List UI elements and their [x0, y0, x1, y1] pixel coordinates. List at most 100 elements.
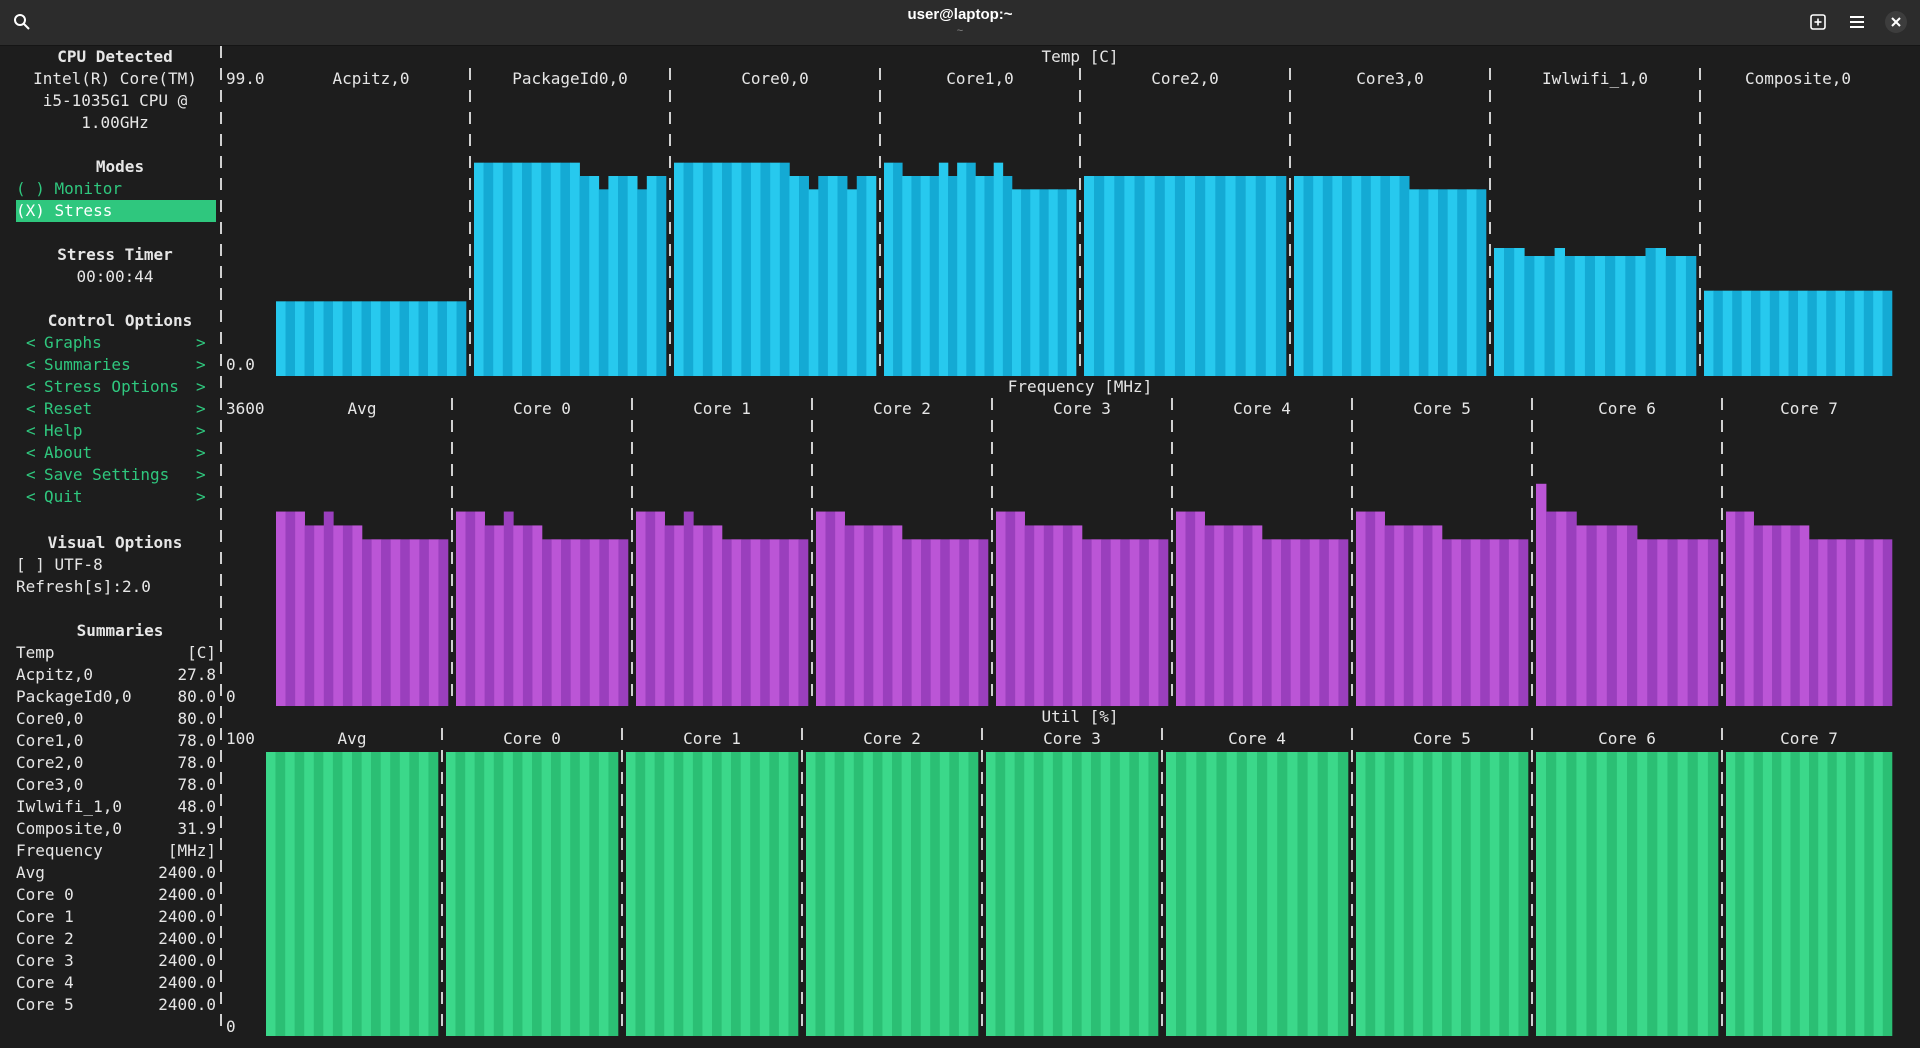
temp-bar	[627, 176, 638, 376]
util-bar	[1873, 752, 1884, 1036]
util-bar	[882, 752, 893, 1036]
temp-bar	[760, 162, 771, 376]
freq-bar	[1744, 511, 1754, 706]
utf8-checkbox[interactable]: [ ] UTF-8	[16, 555, 103, 574]
util-bar	[399, 752, 410, 1036]
close-icon[interactable]	[1882, 8, 1910, 36]
temp-bar	[1741, 290, 1752, 376]
freq-bar	[1129, 539, 1140, 706]
util-bar	[815, 752, 826, 1036]
temp-bar	[1380, 176, 1391, 376]
freq-bar	[798, 539, 809, 706]
temp-summary-value: 78.0	[177, 731, 216, 750]
util-bar	[598, 752, 609, 1036]
mode-stress-radio[interactable]: (X) Stress	[16, 200, 216, 222]
temp-graph-title: Temp [C]	[1041, 47, 1119, 66]
control-option-close-bracket: >	[196, 421, 206, 440]
util-bar	[1616, 752, 1628, 1036]
freq-bar	[674, 525, 685, 706]
util-bar	[455, 752, 466, 1036]
temp-bar	[570, 162, 580, 376]
terminal[interactable]: CPU Detected Intel(R) Core(TM) i5-1035G1…	[0, 46, 1920, 1048]
util-bar	[1337, 752, 1349, 1036]
freq-bar	[1687, 539, 1699, 706]
freq-panel-label: Core 3	[1053, 399, 1111, 418]
util-bar	[474, 752, 485, 1036]
util-bar	[1480, 752, 1491, 1036]
freq-bar	[589, 539, 600, 706]
freq-bar	[1647, 539, 1658, 706]
freq-bar	[844, 525, 855, 706]
temp-bar	[993, 162, 1004, 376]
temp-bar	[712, 162, 723, 376]
mode-monitor-radio[interactable]: ( ) Monitor	[16, 179, 122, 198]
util-bar	[1091, 752, 1101, 1036]
util-bar	[570, 752, 581, 1036]
freq-bar	[276, 511, 286, 706]
freq-summary-value: 2400.0	[158, 863, 216, 882]
new-tab-icon[interactable]	[1804, 8, 1832, 36]
refresh-rate[interactable]: Refresh[s]:2.0	[16, 577, 151, 596]
freq-panel-label: Core 0	[513, 399, 571, 418]
temp-bar	[314, 301, 324, 376]
temp-bar	[352, 301, 362, 376]
freq-summary-value: 2400.0	[158, 973, 216, 992]
temp-bar	[1751, 290, 1761, 376]
util-bar	[778, 752, 789, 1036]
freq-summary-name: Core 2	[16, 929, 74, 948]
temp-bar	[1255, 176, 1267, 376]
freq-bar	[769, 539, 780, 706]
temp-bar	[799, 176, 809, 376]
util-max-label: 100	[226, 729, 255, 748]
util-bar	[608, 752, 619, 1036]
temp-panel-label: Composite,0	[1745, 69, 1851, 88]
util-bar	[1216, 752, 1227, 1036]
menu-icon[interactable]	[1843, 8, 1871, 36]
util-bar	[968, 752, 979, 1036]
util-bar	[1827, 752, 1837, 1036]
temp-bar	[683, 162, 694, 376]
freq-bar	[1480, 539, 1491, 706]
temp-bar	[428, 301, 438, 376]
freq-bar	[1735, 511, 1745, 706]
temp-bar	[522, 162, 532, 376]
temp-bar	[333, 301, 343, 376]
temp-bar	[1514, 248, 1525, 376]
util-bar	[1576, 752, 1587, 1036]
util-bar	[418, 752, 429, 1036]
freq-bar	[1148, 539, 1159, 706]
util-bar	[1518, 752, 1529, 1036]
control-option-open-bracket: <	[26, 421, 36, 440]
util-bar	[740, 752, 751, 1036]
temp-summary-name: Core3,0	[16, 775, 84, 794]
freq-graph-title: Frequency [MHz]	[1007, 377, 1153, 396]
freq-bar	[1667, 539, 1678, 706]
temp-bar	[608, 176, 619, 376]
temp-bar	[456, 301, 467, 376]
util-bar	[1226, 752, 1238, 1036]
temp-bar	[1195, 176, 1206, 376]
temp-bar	[1574, 256, 1586, 376]
freq-bar	[996, 511, 1006, 706]
freq-bar	[1101, 539, 1111, 706]
temp-summary-value: 78.0	[177, 753, 216, 772]
search-icon[interactable]	[8, 8, 36, 36]
temp-bar	[399, 301, 410, 376]
freq-bar	[522, 525, 533, 706]
freq-bar	[892, 525, 903, 706]
temp-bar	[1476, 189, 1487, 376]
util-bar	[844, 752, 855, 1036]
temp-bar	[1854, 290, 1865, 376]
freq-bar	[1657, 539, 1668, 706]
freq-summary-name: Avg	[16, 863, 45, 882]
freq-bar	[513, 525, 524, 706]
freq-bar	[645, 511, 656, 706]
util-bar	[1489, 752, 1500, 1036]
temp-summary-value: 80.0	[177, 709, 216, 728]
util-bar	[493, 752, 504, 1036]
freq-bar	[599, 539, 610, 706]
freq-bar	[1403, 525, 1414, 706]
freq-bar	[304, 525, 315, 706]
util-bar	[872, 752, 883, 1036]
freq-bar	[1489, 539, 1500, 706]
